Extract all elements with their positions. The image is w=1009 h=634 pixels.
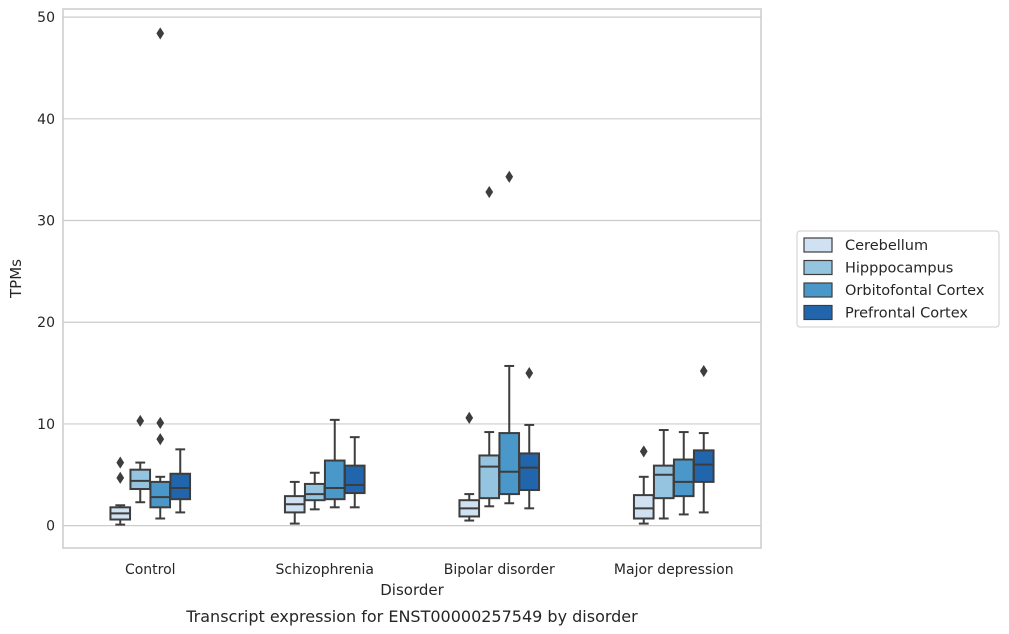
legend-swatch (803, 304, 833, 321)
y-tick-label: 50 (37, 10, 55, 26)
box-iqr (343, 464, 366, 495)
legend-frame (796, 230, 1000, 328)
box-group (109, 456, 132, 526)
legend-item: Hipppocampus (803, 259, 953, 277)
box-iqr (498, 432, 521, 496)
box-group (149, 27, 172, 520)
box-iqr (169, 472, 192, 501)
box-iqr (692, 449, 715, 483)
box-group (323, 418, 346, 509)
legend-label: Orbitofontal Cortex (845, 283, 985, 299)
outlier-point (116, 471, 125, 484)
outlier-point (639, 445, 648, 458)
legend-item: Prefrontal Cortex (803, 304, 968, 322)
outlier-point (699, 364, 708, 378)
outlier-point (485, 185, 494, 199)
box-iqr (303, 482, 326, 502)
y-tick-label: 0 (46, 519, 55, 535)
legend-label: Cerebellum (845, 238, 928, 254)
legend-swatch (803, 282, 833, 298)
box-group (458, 411, 481, 522)
y-tick-label: 10 (37, 417, 55, 433)
box-group (652, 429, 675, 520)
outlier-point (525, 367, 534, 380)
chart-caption: Transcript expression for ENST0000025754… (185, 607, 638, 626)
box-group (129, 414, 152, 504)
box-iqr (518, 452, 541, 492)
x-tick-label: Schizophrenia (276, 562, 374, 578)
box-group (632, 445, 655, 525)
x-tick-labels: Control Schizophrenia Bipolar disorder Majo… (125, 562, 734, 578)
box-group (169, 448, 192, 514)
y-tick-label: 40 (37, 112, 55, 128)
box-iqr (632, 494, 655, 520)
box-group (283, 480, 306, 525)
y-tick-label: 30 (37, 214, 55, 230)
legend-item: Orbitofontal Cortex (803, 282, 985, 299)
outlier-point (156, 433, 165, 446)
box-group (343, 436, 366, 509)
x-tick-label: Control (125, 562, 176, 578)
legend-swatch (803, 259, 833, 276)
box-group (478, 185, 501, 508)
outlier-point (116, 456, 125, 469)
y-tick-labels: 0 10 20 30 40 50 (37, 10, 55, 534)
box-group (692, 364, 715, 514)
outlier-point (156, 27, 165, 40)
legend-swatch (803, 237, 833, 253)
box-group (518, 367, 541, 510)
outlier-point (465, 411, 474, 424)
x-tick-label: Bipolar disorder (444, 562, 555, 578)
box-group (303, 471, 326, 511)
box-iqr (149, 480, 172, 509)
box-iqr (672, 458, 695, 498)
outlier-point (156, 416, 165, 429)
x-tick-label: Major depression (614, 562, 734, 578)
plot-area-frame (62, 8, 762, 549)
y-tick-label: 20 (37, 315, 55, 331)
box-iqr (129, 468, 152, 491)
legend-label: Hipppocampus (845, 261, 953, 277)
grid-lines (63, 16, 761, 527)
legend: Cerebellum Hipppocampus Orbitofontal Corte… (796, 230, 1000, 328)
legend-label: Prefrontal Cortex (845, 306, 968, 322)
outlier-point (136, 414, 145, 427)
box-iqr (478, 454, 501, 500)
outlier-point (505, 170, 514, 183)
x-axis-title: Disorder (380, 581, 444, 599)
legend-item: Cerebellum (803, 237, 928, 254)
box-iqr (323, 459, 346, 501)
box-series-group (109, 27, 715, 526)
y-axis-title: TPMs (7, 259, 25, 299)
box-iqr (652, 464, 675, 500)
